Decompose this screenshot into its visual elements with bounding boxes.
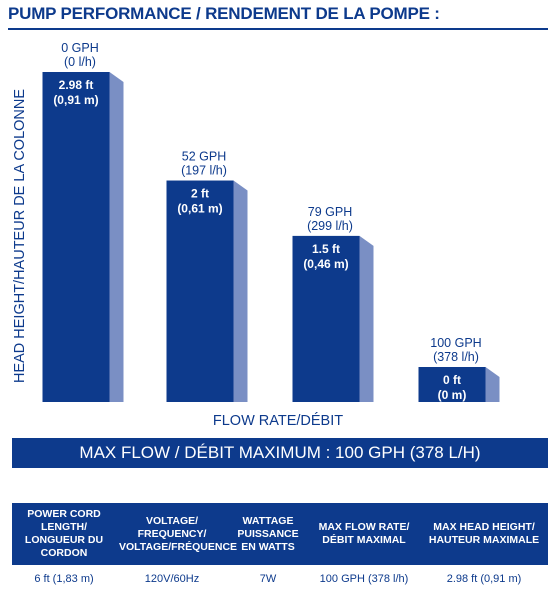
header-line: FREQUENCY/ xyxy=(137,527,207,540)
max-flow-banner: MAX FLOW / DÉBIT MAXIMUM : 100 GPH (378 … xyxy=(12,438,548,468)
header-line: LONGUEUR DU xyxy=(24,534,104,546)
value-max-head: 2.98 ft (0,91 m) xyxy=(446,573,522,585)
bar-shadow xyxy=(359,235,374,402)
value-voltage: 120V/60Hz xyxy=(144,573,200,585)
category-label: (299 l/h) xyxy=(307,219,353,233)
bar-value-label: (0,91 m) xyxy=(53,93,98,107)
header-max-head: MAX HEAD HEIGHT/HAUTEUR MAXIMALE xyxy=(420,503,548,565)
category-label: 0 GPH xyxy=(61,41,99,55)
header-line: PUISSANCE xyxy=(237,527,299,540)
bar-shadow xyxy=(109,72,124,402)
value-max-flow: 100 GPH (378 l/h) xyxy=(319,573,409,585)
bar-value-label: 0 ft xyxy=(443,373,461,387)
header-max-flow: MAX FLOW RATE/DÉBIT MAXIMAL xyxy=(308,503,420,565)
header-power-cord: POWER CORD LENGTH/LONGUEUR DU CORDON xyxy=(12,503,116,565)
bar-value-label: (0,61 m) xyxy=(177,202,222,216)
value-wattage: 7W xyxy=(259,573,277,585)
specs-header-row: POWER CORD LENGTH/LONGUEUR DU CORDON VOLTA… xyxy=(12,503,548,565)
category-label: (0 l/h) xyxy=(64,55,96,69)
header-line: VOLTAGE/FRÉQUENCE xyxy=(119,540,238,553)
header-line: DÉBIT MAXIMAL xyxy=(322,534,406,546)
bar-value-label: (0 m) xyxy=(438,388,467,402)
header-voltage: VOLTAGE/FREQUENCY/VOLTAGE/FRÉQUENCE xyxy=(116,503,237,565)
header-line: EN WATTS xyxy=(241,540,295,553)
bar xyxy=(166,180,234,402)
category-label: (378 l/h) xyxy=(433,350,479,364)
page-title: PUMP PERFORMANCE / RENDEMENT DE LA POMPE… xyxy=(8,4,440,23)
header-line: WATTAGE xyxy=(242,514,294,527)
bar-value-label: 1.5 ft xyxy=(312,242,340,256)
bar-shadow xyxy=(485,367,500,402)
bar xyxy=(418,367,486,402)
specs-table: POWER CORD LENGTH/LONGUEUR DU CORDON VOLTA… xyxy=(12,503,548,586)
category-label: 79 GPH xyxy=(308,205,352,219)
bar-shadow xyxy=(233,180,248,402)
header-line: MAX HEAD HEIGHT/ xyxy=(433,521,535,533)
title-underline xyxy=(8,28,548,30)
header-line: MAX FLOW RATE/ xyxy=(318,521,410,533)
specs-value-row: 6 ft (1,83 m) 120V/60Hz 7W 100 GPH (378 … xyxy=(12,565,548,586)
header-line: VOLTAGE/ xyxy=(145,514,199,527)
bar xyxy=(42,72,110,402)
y-axis-label: HEAD HEIGHT/HAUTEUR DE LA COLONNE xyxy=(12,89,28,383)
category-label: (197 l/h) xyxy=(181,164,227,178)
header-line: LENGTH/ xyxy=(40,521,88,533)
category-label: 52 GPH xyxy=(182,150,226,164)
value-power-cord: 6 ft (1,83 m) xyxy=(34,573,94,585)
bar-value-label: 2.98 ft xyxy=(59,78,94,92)
header-wattage: WATTAGE PUISSANCE EN WATTS xyxy=(228,503,308,565)
header-line: POWER CORD xyxy=(27,508,101,520)
bar-value-label: (0,46 m) xyxy=(303,257,348,271)
header-line: CORDON xyxy=(40,547,88,559)
bar xyxy=(292,235,360,402)
header-line: HAUTEUR MAXIMALE xyxy=(428,534,540,546)
x-axis-label: FLOW RATE/DÉBIT xyxy=(213,412,343,429)
bar-value-label: 2 ft xyxy=(191,187,209,201)
performance-chart: 2.98 ft(0,91 m) 0 GPH(0 l/h) 2 ft(0,61 m) 5… xyxy=(12,41,500,429)
category-label: 100 GPH xyxy=(430,336,481,350)
